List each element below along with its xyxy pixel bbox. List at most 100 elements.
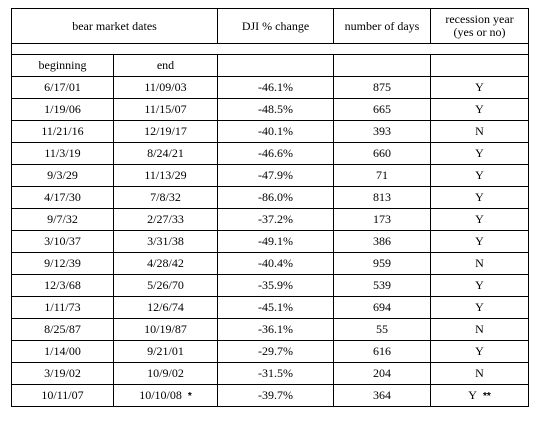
table-row: 9/7/32 2/27/33 -37.2% 173 Y xyxy=(11,208,529,231)
cell-recession-value: Y xyxy=(475,300,484,314)
header-recession-line2: (yes or no) xyxy=(453,25,506,39)
cell-recession: Y xyxy=(430,98,529,121)
cell-dji-change: -39.7% xyxy=(217,384,334,407)
cell-dji-change: -40.1% xyxy=(217,120,334,143)
cell-dji-change-value: -37.2% xyxy=(258,212,293,226)
cell-beginning: 1/14/00 xyxy=(11,340,114,363)
cell-days-value: 364 xyxy=(373,388,391,402)
cell-dji-change: -46.6% xyxy=(217,142,334,165)
cell-end-value: 11/13/29 xyxy=(144,168,187,182)
cell-end: 12/19/17 xyxy=(113,120,218,143)
cell-end-value: 10/19/87 xyxy=(144,322,187,336)
cell-beginning-value: 3/10/37 xyxy=(44,234,81,248)
cell-dji-change: -40.4% xyxy=(217,252,334,275)
cell-beginning-value: 11/3/19 xyxy=(44,146,81,160)
cell-days: 616 xyxy=(333,340,431,363)
cell-beginning-value: 3/19/02 xyxy=(44,366,81,380)
table-row: 1/11/73 12/6/74 -45.1% 694 Y xyxy=(11,296,529,319)
cell-recession-value: N xyxy=(475,124,484,138)
cell-dji-change-value: -46.1% xyxy=(258,80,293,94)
cell-beginning-value: 9/7/32 xyxy=(47,212,78,226)
subheader-beginning: beginning xyxy=(11,54,114,77)
cell-dji-change: -48.5% xyxy=(217,98,334,121)
cell-end: 11/15/07 xyxy=(113,98,218,121)
cell-beginning-value: 6/17/01 xyxy=(44,80,81,94)
cell-dji-change-value: -40.4% xyxy=(258,256,293,270)
cell-end-value: 10/10/08 xyxy=(139,388,182,402)
cell-dji-change: -31.5% xyxy=(217,362,334,385)
cell-end-value: 2/27/33 xyxy=(147,212,184,226)
cell-end-value: 7/8/32 xyxy=(150,190,181,204)
table-row: 11/21/16 12/19/17 -40.1% 393 N xyxy=(11,120,529,143)
cell-recession: Y xyxy=(430,76,529,99)
cell-recession-value: Y xyxy=(475,80,484,94)
cell-beginning: 12/3/68 xyxy=(11,274,114,297)
cell-days-value: 875 xyxy=(373,80,391,94)
cell-end: 3/31/38 xyxy=(113,230,218,253)
cell-beginning-value: 1/11/73 xyxy=(44,300,81,314)
cell-beginning: 6/17/01 xyxy=(11,76,114,99)
cell-recession: Y xyxy=(430,230,529,253)
cell-beginning-value: 9/12/39 xyxy=(44,256,81,270)
cell-beginning: 9/3/29 xyxy=(11,164,114,187)
cell-dji-change: -49.1% xyxy=(217,230,334,253)
cell-days-value: 694 xyxy=(373,300,391,314)
cell-end-value: 11/09/03 xyxy=(144,80,187,94)
cell-dji-change-value: -29.7% xyxy=(258,344,293,358)
bear-market-table: bear market dates DJI % change number of… xyxy=(11,8,529,407)
cell-days-value: 539 xyxy=(373,278,391,292)
cell-days-value: 660 xyxy=(373,146,391,160)
cell-recession: Y xyxy=(430,274,529,297)
cell-recession-value: Y xyxy=(475,212,484,226)
cell-end: 2/27/33 xyxy=(113,208,218,231)
table-row: 11/3/19 8/24/21 -46.6% 660 Y xyxy=(11,142,529,165)
cell-recession-value: Y xyxy=(475,234,484,248)
table-row: 4/17/30 7/8/32 -86.0% 813 Y xyxy=(11,186,529,209)
table-row: 1/14/00 9/21/01 -29.7% 616 Y xyxy=(11,340,529,363)
cell-dji-change: -86.0% xyxy=(217,186,334,209)
end-footnote-marker: * xyxy=(187,391,192,402)
cell-dji-change-value: -40.1% xyxy=(258,124,293,138)
header-recession-line1: recession year xyxy=(445,12,514,26)
cell-days: 959 xyxy=(333,252,431,275)
cell-recession-value: Y xyxy=(468,388,477,402)
cell-beginning-value: 11/21/16 xyxy=(41,124,84,138)
cell-days-value: 665 xyxy=(373,102,391,116)
cell-days-value: 386 xyxy=(373,234,391,248)
cell-recession-value: N xyxy=(475,322,484,336)
cell-dji-change-value: -86.0% xyxy=(258,190,293,204)
cell-days-value: 55 xyxy=(376,322,388,336)
cell-dji-change-value: -31.5% xyxy=(258,366,293,380)
cell-dji-change-value: -46.6% xyxy=(258,146,293,160)
table-row: 8/25/87 10/19/87 -36.1% 55 N xyxy=(11,318,529,341)
table-row: 9/12/39 4/28/42 -40.4% 959 N xyxy=(11,252,529,275)
cell-recession: N xyxy=(430,252,529,275)
cell-days: 173 xyxy=(333,208,431,231)
cell-beginning: 1/11/73 xyxy=(11,296,114,319)
cell-end: 10/19/87 xyxy=(113,318,218,341)
cell-days: 875 xyxy=(333,76,431,99)
cell-end: 10/9/02 xyxy=(113,362,218,385)
cell-days: 539 xyxy=(333,274,431,297)
cell-beginning: 8/25/87 xyxy=(11,318,114,341)
cell-days-value: 173 xyxy=(373,212,391,226)
cell-end: 4/28/42 xyxy=(113,252,218,275)
header-number-of-days: number of days xyxy=(333,8,431,44)
cell-recession: Y xyxy=(430,186,529,209)
cell-days: 813 xyxy=(333,186,431,209)
cell-recession-value: Y xyxy=(475,278,484,292)
cell-dji-change-value: -49.1% xyxy=(258,234,293,248)
cell-beginning-value: 9/3/29 xyxy=(47,168,78,182)
cell-recession-value: Y xyxy=(475,168,484,182)
cell-end-value: 10/9/02 xyxy=(147,366,184,380)
cell-recession-value: N xyxy=(475,366,484,380)
cell-beginning-value: 12/3/68 xyxy=(44,278,81,292)
cell-recession: Y xyxy=(430,340,529,363)
cell-dji-change: -37.2% xyxy=(217,208,334,231)
cell-dji-change-value: -47.9% xyxy=(258,168,293,182)
cell-beginning: 4/17/30 xyxy=(11,186,114,209)
cell-days: 364 xyxy=(333,384,431,407)
cell-dji-change: -29.7% xyxy=(217,340,334,363)
cell-recession: Y ** xyxy=(430,384,529,407)
cell-recession-value: N xyxy=(475,256,484,270)
